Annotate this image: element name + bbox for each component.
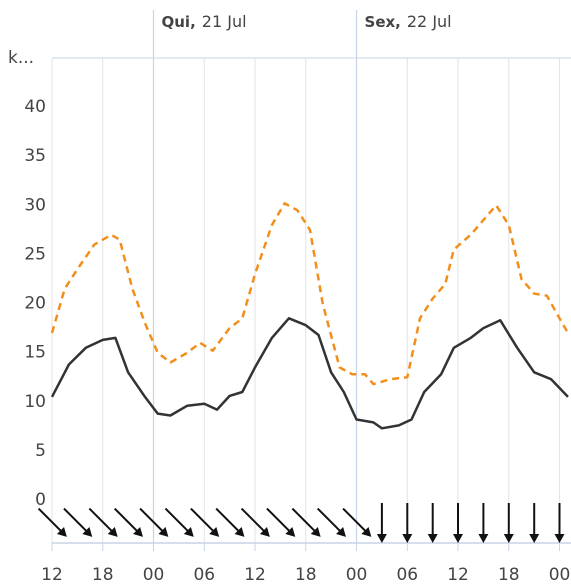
wind-arrow-shaft bbox=[164, 507, 192, 535]
wind-arrow-shaft bbox=[215, 507, 243, 535]
wind-arrow-head bbox=[453, 534, 463, 543]
wind-arrow bbox=[240, 507, 270, 537]
wind-arrow-head bbox=[133, 526, 143, 537]
x-tick-label: 18 bbox=[498, 565, 520, 584]
day-date: 21 Jul bbox=[202, 12, 247, 31]
x-tick-label: 06 bbox=[193, 565, 215, 584]
wind-arrow bbox=[63, 507, 93, 537]
wind-arrow-shaft bbox=[240, 507, 268, 535]
x-tick-label: 00 bbox=[549, 565, 571, 584]
y-axis-label: k... bbox=[8, 48, 34, 68]
wind-arrow bbox=[316, 507, 346, 537]
wind-arrow-shaft bbox=[88, 507, 116, 535]
day-weekday: Qui, bbox=[162, 13, 196, 31]
wind-arrow-head bbox=[376, 534, 387, 543]
wind-arrow-shaft bbox=[113, 507, 141, 535]
wind-arrow-head bbox=[285, 526, 296, 537]
wind-arrow-head bbox=[82, 526, 93, 537]
wind-arrow bbox=[266, 507, 296, 537]
y-tick-label: 25 bbox=[24, 244, 46, 264]
wind-arrow-head bbox=[503, 534, 514, 543]
y-tick-label: 35 bbox=[24, 146, 46, 166]
x-tick-label: 18 bbox=[92, 565, 114, 584]
day-weekday: Sex, bbox=[365, 13, 401, 31]
wind-arrow-head bbox=[554, 534, 565, 543]
wind-arrow-shaft bbox=[139, 507, 167, 535]
wind-arrow-head bbox=[478, 534, 489, 543]
wind-arrow-shaft bbox=[291, 507, 319, 535]
y-tick-label: 0 bbox=[35, 490, 46, 510]
y-tick-label: 30 bbox=[24, 195, 46, 215]
x-tick-label: 12 bbox=[244, 565, 266, 584]
series-line bbox=[50, 202, 570, 386]
y-tick-label: 10 bbox=[24, 392, 46, 412]
wind-arrow-head bbox=[427, 534, 438, 543]
wind-arrow bbox=[402, 503, 413, 543]
wind-arrow bbox=[139, 507, 169, 537]
wind-arrow-head bbox=[336, 526, 346, 537]
wind-arrow-shaft bbox=[316, 507, 344, 535]
day-label: Qui, 21 Jul bbox=[162, 12, 247, 31]
wind-arrow-head bbox=[361, 526, 372, 537]
wind-arrow-shaft bbox=[190, 507, 218, 535]
wind-arrow bbox=[376, 503, 387, 543]
wind-arrow-shaft bbox=[266, 507, 294, 535]
wind-arrow-head bbox=[183, 526, 194, 537]
wind-arrow bbox=[453, 503, 463, 543]
day-label: Sex, 22 Jul bbox=[365, 12, 452, 31]
series-line bbox=[50, 317, 569, 430]
wind-arrow-shaft bbox=[342, 507, 370, 535]
wind-arrow bbox=[529, 503, 540, 543]
day-date: 22 Jul bbox=[407, 12, 452, 31]
wind-arrow bbox=[554, 503, 565, 543]
x-tick-label: 12 bbox=[41, 565, 63, 584]
y-tick-label: 20 bbox=[24, 294, 46, 314]
wind-arrow-head bbox=[402, 534, 413, 543]
wind-arrow bbox=[291, 507, 321, 537]
y-tick-label: 40 bbox=[24, 97, 46, 117]
wind-arrow bbox=[190, 507, 220, 537]
wind-arrow-shaft bbox=[37, 507, 65, 535]
x-tick-label: 00 bbox=[346, 565, 368, 584]
x-tick-label: 00 bbox=[143, 565, 165, 584]
wind-arrow bbox=[215, 507, 245, 537]
wind-arrow-head bbox=[107, 526, 118, 537]
wind-arrow-head bbox=[158, 526, 169, 537]
wind-arrow-head bbox=[234, 526, 245, 537]
y-tick-label: 15 bbox=[24, 343, 46, 363]
wind-arrow bbox=[478, 503, 489, 543]
wind-arrow bbox=[164, 507, 194, 537]
x-tick-label: 06 bbox=[396, 565, 418, 584]
x-tick-label: 18 bbox=[295, 565, 317, 584]
wind-arrow bbox=[342, 507, 372, 537]
wind-arrow bbox=[427, 503, 438, 543]
wind-arrow bbox=[88, 507, 118, 537]
wind-arrow-head bbox=[310, 526, 321, 537]
wind-arrow bbox=[113, 507, 143, 537]
wind-arrow-head bbox=[529, 534, 540, 543]
x-tick-label: 12 bbox=[447, 565, 469, 584]
wind-arrow-shaft bbox=[63, 507, 91, 535]
y-tick-label: 5 bbox=[35, 441, 46, 461]
wind-arrow-head bbox=[209, 526, 220, 537]
wind-arrow bbox=[503, 503, 514, 543]
wind-arrow-head bbox=[259, 526, 270, 537]
wind-arrow-head bbox=[56, 526, 67, 537]
wind-arrow bbox=[37, 507, 67, 537]
